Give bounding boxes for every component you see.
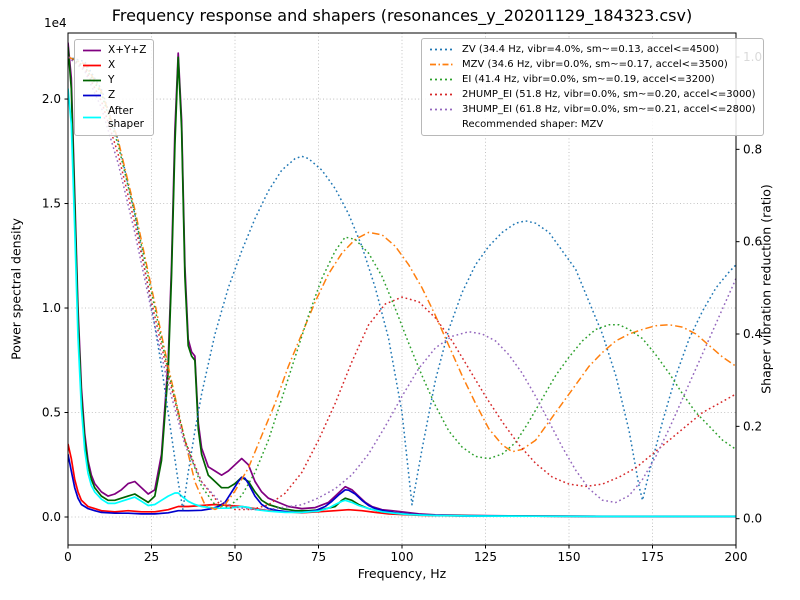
legend-label: Z (108, 89, 116, 102)
svg-text:0.8: 0.8 (743, 142, 762, 156)
legend-label: 2HUMP_EI (51.8 Hz, vibr=0.0%, sm~=0.20, … (462, 89, 756, 100)
series-group (68, 42, 736, 518)
legend-label: X+Y+Z (108, 44, 147, 56)
svg-text:1.5: 1.5 (42, 197, 61, 211)
legend-label: After shaper (108, 104, 145, 130)
y-axis-label-left: Power spectral density (8, 218, 24, 360)
series-after-shaper (68, 88, 736, 518)
svg-text:0.4: 0.4 (743, 327, 762, 341)
svg-text:75: 75 (311, 550, 326, 564)
svg-text:1.0: 1.0 (42, 301, 61, 315)
legend-item-ei: EI (41.4 Hz, vibr=0.0%, sm~=0.19, accel<… (429, 73, 756, 86)
legend-label: ZV (34.4 Hz, vibr=4.0%, sm~=0.13, accel<… (462, 44, 720, 55)
svg-text:50: 50 (227, 550, 242, 564)
tick-labels: 0 25 50 75 100 125 150 175 200 0.0 0.5 1.0 1.5 2.0 0.0… (42, 50, 762, 564)
legend-label: EI (41.4 Hz, vibr=0.0%, sm~=0.19, accel<… (462, 74, 715, 85)
svg-text:0: 0 (64, 550, 72, 564)
legend-psd: X+Y+Z X Y Z After shaper (74, 39, 155, 136)
legend-swatch (430, 48, 455, 51)
legend-swatch (430, 108, 455, 111)
series-3hump-ei (68, 56, 736, 511)
svg-text:100: 100 (391, 550, 414, 564)
legend-label: X (108, 59, 116, 72)
series-ei (68, 56, 736, 508)
svg-text:0.2: 0.2 (743, 419, 762, 433)
legend-recommended-shaper: Recommended shaper: MZV (429, 118, 756, 131)
svg-text:25: 25 (144, 550, 159, 564)
svg-text:0.6: 0.6 (743, 235, 762, 249)
legend-item-mzv: MZV (34.6 Hz, vibr=0.0%, sm~=0.17, accel… (429, 58, 756, 71)
legend-swatch (83, 95, 101, 97)
legend-item-y: Y (82, 74, 146, 87)
series-mzv (68, 56, 736, 511)
legend-label: MZV (34.6 Hz, vibr=0.0%, sm~=0.17, accel… (462, 59, 728, 70)
legend-swatch (83, 79, 101, 82)
legend-item-xyz: X+Y+Z (82, 44, 146, 57)
svg-text:200: 200 (725, 550, 748, 564)
legend-item-x: X (82, 59, 146, 72)
legend-item-3hump-ei: 3HUMP_EI (61.8 Hz, vibr=0.0%, sm~=0.21, … (429, 103, 756, 116)
svg-text:125: 125 (474, 550, 497, 564)
x-axis-label: Frequency, Hz (357, 566, 447, 581)
legend-label: 3HUMP_EI (61.8 Hz, vibr=0.0%, sm~=0.21, … (462, 104, 756, 115)
svg-text:0.5: 0.5 (42, 406, 61, 420)
legend-swatch (430, 63, 455, 66)
legend-swatch (430, 93, 455, 96)
y-axis-offset-text: 1e4 (44, 16, 67, 30)
legend-swatch (83, 64, 101, 67)
legend-swatch (83, 116, 101, 119)
legend-item-after-shaper: After shaper (82, 105, 146, 131)
legend-item-z: Z (82, 89, 146, 102)
legend-swatch (430, 78, 455, 81)
chart-title: Frequency response and shapers (resonanc… (111, 6, 693, 25)
svg-text:2.0: 2.0 (42, 92, 61, 106)
legend-label: Recommended shaper: MZV (462, 119, 604, 130)
legend-swatch-blank (429, 119, 456, 130)
svg-text:175: 175 (641, 550, 664, 564)
series-2hump-ei (68, 56, 736, 511)
y-axis-label-right: Shaper vibration reduction (ratio) (758, 184, 774, 394)
legend-label: Y (108, 74, 115, 87)
svg-text:150: 150 (558, 550, 581, 564)
svg-text:0.0: 0.0 (743, 512, 762, 526)
legend-item-zv: ZV (34.4 Hz, vibr=4.0%, sm~=0.13, accel<… (429, 43, 756, 56)
legend-item-2hump-ei: 2HUMP_EI (51.8 Hz, vibr=0.0%, sm~=0.20, … (429, 88, 756, 101)
legend-shapers: ZV (34.4 Hz, vibr=4.0%, sm~=0.13, accel<… (421, 38, 764, 136)
svg-text:0.0: 0.0 (42, 510, 61, 524)
legend-swatch (83, 49, 101, 52)
